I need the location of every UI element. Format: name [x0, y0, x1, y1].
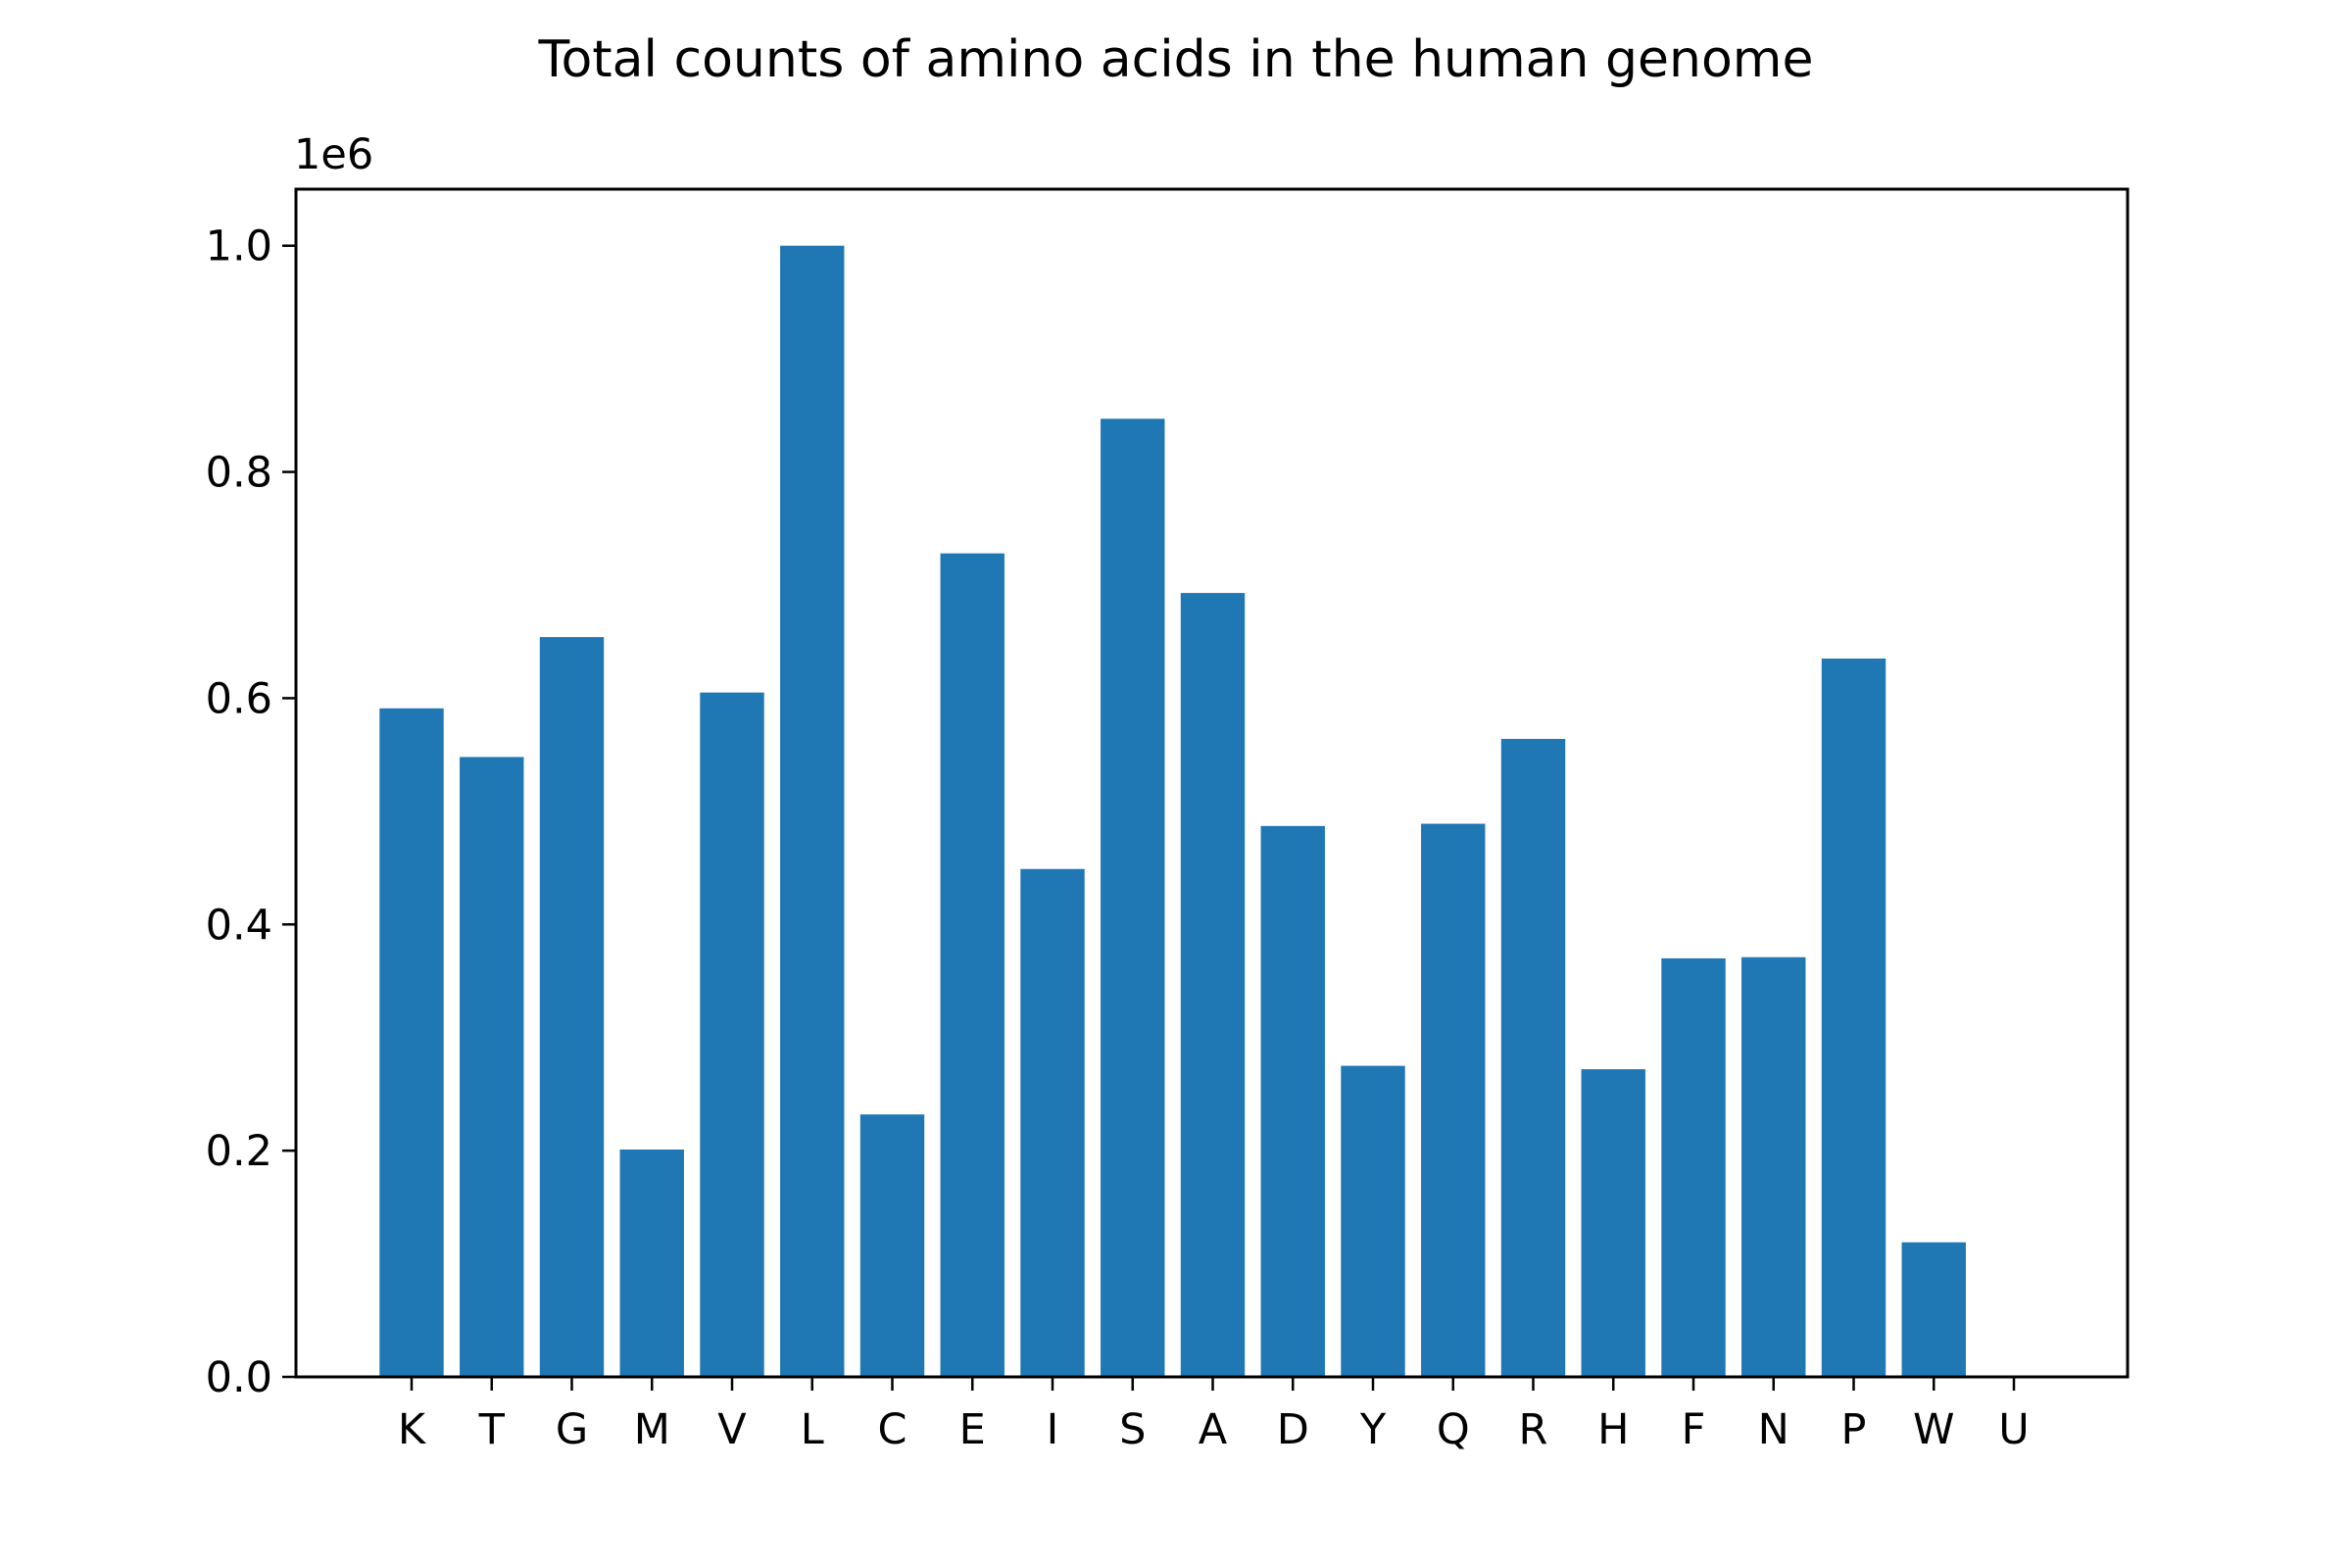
bar-S — [1101, 418, 1165, 1377]
bar-K — [379, 708, 444, 1377]
x-tick-label-W: W — [1913, 1405, 1955, 1454]
x-tick-label-Q: Q — [1437, 1405, 1470, 1454]
bar-V — [700, 692, 764, 1377]
x-tick-label-G: G — [556, 1405, 588, 1454]
y-axis-offset-label: 1e6 — [294, 130, 373, 179]
x-tick-label-R: R — [1519, 1405, 1548, 1454]
chart-title: Total counts of amino acids in the human… — [538, 30, 1814, 89]
plot-frame — [294, 187, 2130, 1379]
y-tick-label-3: 0.6 — [206, 674, 272, 723]
y-tick-label-0: 0.0 — [206, 1353, 272, 1402]
bar-A — [1180, 593, 1246, 1377]
bar-G — [539, 637, 605, 1377]
bar-N — [1741, 956, 1806, 1377]
x-tick-label-V: V — [717, 1405, 747, 1454]
x-tick-label-C: C — [877, 1405, 906, 1454]
bar-Y — [1341, 1065, 1405, 1377]
bar-F — [1661, 957, 1726, 1377]
x-tick-label-S: S — [1119, 1405, 1146, 1454]
x-tick-label-N: N — [1758, 1405, 1789, 1454]
x-tick-label-Y: Y — [1359, 1405, 1387, 1454]
bar-I — [1020, 868, 1085, 1377]
bar-L — [780, 245, 845, 1378]
x-tick-label-L: L — [801, 1405, 824, 1454]
bar-W — [1901, 1242, 1966, 1377]
x-tick-label-T: T — [478, 1405, 506, 1454]
bar-M — [619, 1149, 684, 1377]
bar-P — [1821, 659, 1886, 1377]
x-tick-label-K: K — [398, 1405, 427, 1454]
bar-R — [1500, 738, 1566, 1377]
x-tick-label-P: P — [1841, 1405, 1867, 1454]
y-tick-label-2: 0.4 — [206, 901, 272, 950]
bar-T — [460, 757, 524, 1377]
x-tick-label-U: U — [1998, 1405, 2029, 1454]
y-tick-label-4: 0.8 — [206, 449, 272, 498]
x-tick-label-I: I — [1047, 1405, 1059, 1454]
x-tick-label-M: M — [634, 1405, 670, 1454]
bar-C — [859, 1114, 925, 1377]
bar-H — [1581, 1069, 1645, 1377]
x-tick-label-D: D — [1277, 1405, 1309, 1454]
bar-D — [1260, 825, 1325, 1377]
y-axis: 0.0 0.2 0.4 0.6 0.8 1.0 — [206, 222, 296, 1402]
x-tick-label-A: A — [1199, 1405, 1228, 1454]
bar-Q — [1421, 823, 1486, 1377]
x-tick-label-E: E — [959, 1405, 986, 1454]
x-tick-label-F: F — [1682, 1405, 1706, 1454]
bars-group — [379, 245, 1966, 1378]
bar-E — [940, 553, 1004, 1377]
x-tick-label-H: H — [1597, 1405, 1629, 1454]
y-tick-label-1: 0.2 — [206, 1127, 272, 1176]
y-tick-label-5: 1.0 — [206, 222, 272, 271]
